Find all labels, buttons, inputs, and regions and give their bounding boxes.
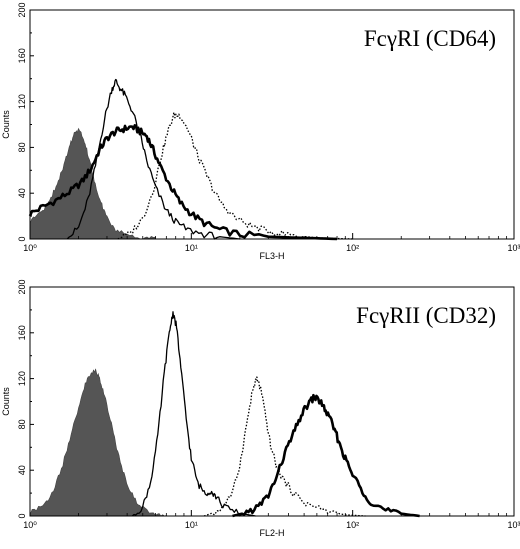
series-dotted-histogram — [117, 111, 353, 240]
series-thin-histogram — [131, 311, 256, 517]
y-tick-label: 80 — [17, 419, 27, 429]
panel-title: FcγRII (CD32) — [356, 303, 496, 328]
x-tick-label: 10² — [346, 243, 359, 253]
series-filled-histogram — [29, 127, 156, 240]
x-axis-label: FL2-H — [259, 528, 284, 538]
x-tick-label: 10¹ — [185, 520, 198, 530]
y-tick-label: 80 — [17, 142, 27, 152]
x-tick-label: 10³ — [507, 243, 520, 253]
y-tick-label: 0 — [17, 236, 27, 241]
y-tick-label: 200 — [17, 2, 27, 17]
series-thick-histogram — [28, 124, 338, 241]
panel-title: FcγRI (CD64) — [364, 26, 496, 51]
series-filled-histogram — [29, 368, 167, 517]
y-tick-label: 120 — [17, 94, 27, 109]
x-tick-label: 10³ — [507, 520, 520, 530]
y-tick-label: 120 — [17, 371, 27, 386]
x-tick-label: 10⁰ — [23, 243, 37, 253]
y-axis-label: Counts — [1, 387, 11, 416]
panel-2: 0 40 80 120 160 200 10⁰ 10¹ 10² 10³ FL2-H Counts Fcγ… — [1, 279, 520, 538]
y-tick-label: 160 — [17, 48, 27, 63]
y-tick-label: 160 — [17, 325, 27, 340]
series-dotted-histogram — [203, 376, 366, 517]
panel-1: 0 40 80 120 160 200 10⁰ 10¹ 10² 10³ FL3-H Counts Fcγ… — [1, 2, 520, 261]
y-axis-label: Counts — [1, 110, 11, 139]
x-tick-label: 10² — [346, 520, 359, 530]
y-tick-label: 40 — [17, 188, 27, 198]
series-thin-histogram — [66, 78, 240, 240]
x-tick-label: 10¹ — [185, 243, 198, 253]
y-tick-label: 40 — [17, 465, 27, 475]
series-thick-histogram — [232, 393, 420, 518]
x-tick-label: 10⁰ — [23, 520, 37, 530]
x-axis-label: FL3-H — [259, 251, 284, 261]
y-tick-label: 200 — [17, 279, 27, 294]
y-tick-label: 0 — [17, 513, 27, 518]
